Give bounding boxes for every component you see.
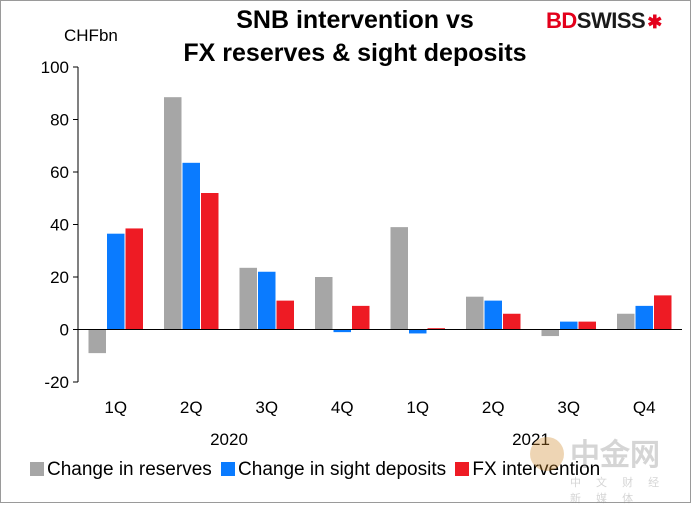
- x-tick-label: 3Q: [557, 398, 580, 417]
- bar-sight-deposits: [182, 162, 200, 330]
- bar-sight-deposits: [484, 300, 502, 330]
- legend-swatch-fx-intervention: [455, 462, 470, 476]
- legend-item-fx-intervention: FX intervention: [455, 459, 600, 481]
- y-tick-label: 20: [50, 268, 69, 287]
- legend-item-reserves: Change in reserves: [30, 459, 212, 481]
- bar-fx-intervention: [578, 321, 596, 330]
- bar-reserves: [239, 267, 257, 330]
- bar-fx-intervention: [427, 328, 445, 330]
- x-tick-label: 2Q: [482, 398, 505, 417]
- y-axis-unit-label: CHFbn: [64, 26, 118, 45]
- legend-label-reserves: Change in reserves: [47, 459, 212, 480]
- x-tick-label: 2Q: [180, 398, 203, 417]
- chart-title: SNB intervention vs FX reserves & sight …: [120, 4, 590, 70]
- bar-fx-intervention: [654, 295, 672, 330]
- bar-reserves: [390, 227, 408, 330]
- logo-part-swiss: SWISS: [576, 8, 646, 33]
- y-tick-label: 40: [50, 216, 69, 235]
- bar-reserves: [617, 313, 635, 330]
- x-tick-label: Q4: [633, 398, 656, 417]
- legend-item-sight-deposits: Change in sight deposits: [221, 459, 446, 481]
- x-tick-label: 4Q: [331, 398, 354, 417]
- bar-fx-intervention: [201, 193, 219, 330]
- bar-reserves: [466, 296, 484, 330]
- bar-fx-intervention: [276, 300, 294, 330]
- watermark-logo: 中金网 中 文 财 经 新 媒 体: [530, 430, 691, 506]
- bar-sight-deposits: [635, 305, 653, 330]
- logo-part-bd: BD: [546, 8, 577, 33]
- watermark-text: 中金网: [570, 439, 660, 472]
- bar-sight-deposits: [107, 233, 125, 330]
- chart-title-line2: FX reserves & sight deposits: [183, 39, 527, 67]
- bar-sight-deposits: [333, 329, 351, 333]
- x-tick-label: 1Q: [104, 398, 127, 417]
- chart-legend: Change in reserves Change in sight depos…: [30, 459, 604, 481]
- y-tick-label: 80: [50, 111, 69, 130]
- x-tick-label: 1Q: [406, 398, 429, 417]
- bar-sight-deposits: [258, 271, 276, 330]
- bar-reserves: [315, 277, 333, 330]
- chart-title-line1: SNB intervention vs: [236, 6, 474, 34]
- bar-fx-intervention: [503, 313, 521, 330]
- legend-label-fx-intervention: FX intervention: [472, 459, 601, 480]
- y-tick-label: 100: [41, 58, 69, 77]
- legend-swatch-sight-deposits: [221, 462, 236, 476]
- y-tick-label: -20: [44, 373, 69, 392]
- bar-reserves: [164, 97, 182, 330]
- x-group-label: 2020: [210, 430, 248, 449]
- logo-arrow-icon: ✱: [647, 12, 662, 32]
- bar-sight-deposits: [409, 329, 427, 334]
- bar-fx-intervention: [352, 305, 370, 330]
- y-tick-label: 60: [50, 163, 69, 182]
- watermark-coin-icon: [530, 437, 564, 471]
- bar-fx-intervention: [125, 228, 143, 330]
- legend-label-sight-deposits: Change in sight deposits: [238, 459, 447, 480]
- legend-swatch-reserves: [30, 462, 44, 476]
- bdswiss-logo: BDSWISS ✱: [546, 8, 662, 34]
- x-tick-label: 3Q: [255, 398, 278, 417]
- watermark-subtext: 中 文 财 经 新 媒 体: [570, 477, 666, 505]
- bar-reserves: [541, 329, 559, 337]
- y-tick-label: 0: [60, 321, 69, 340]
- x-group-label: 2021: [512, 430, 550, 449]
- bar-reserves: [88, 329, 106, 354]
- bar-sight-deposits: [560, 321, 578, 330]
